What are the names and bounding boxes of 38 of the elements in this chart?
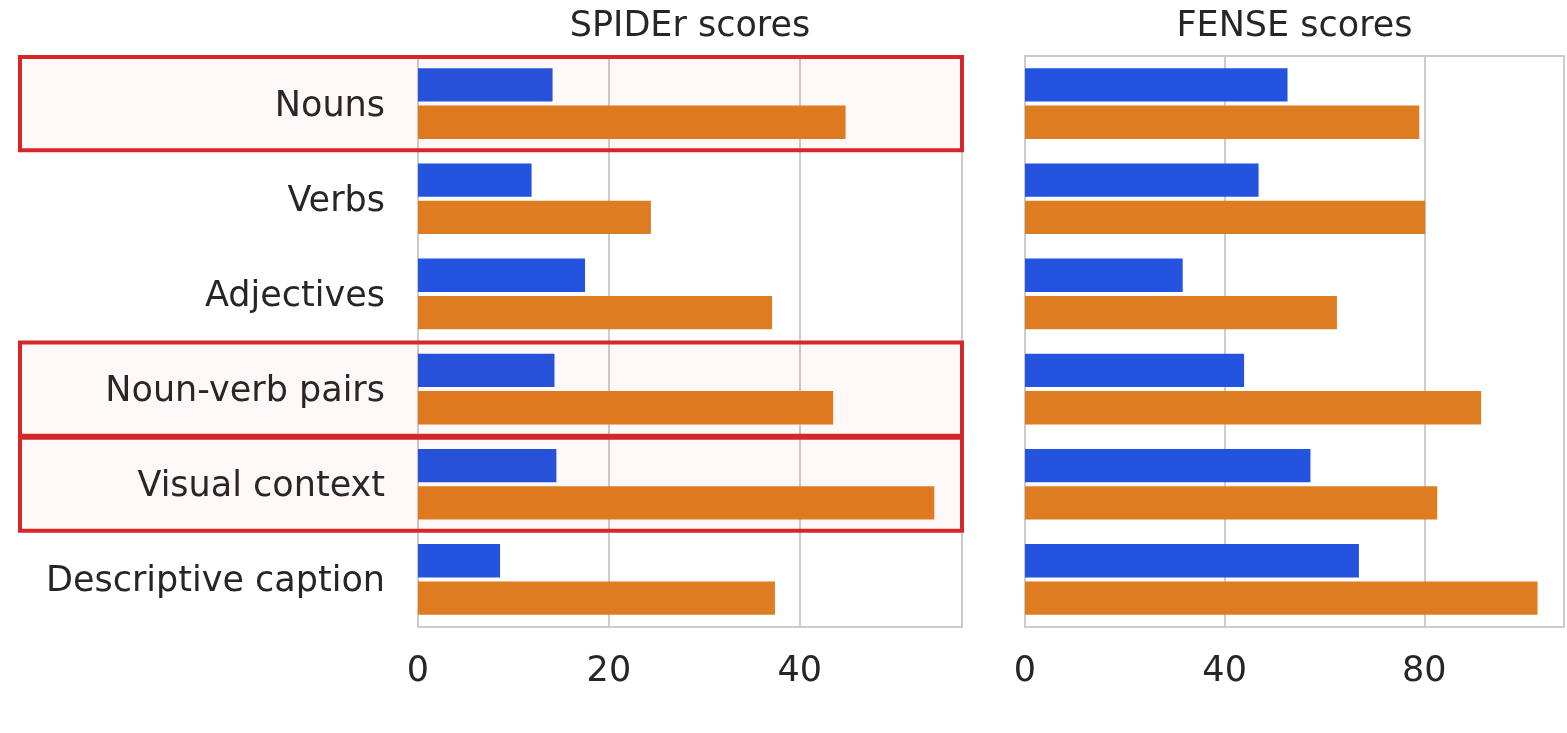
bar	[1025, 448, 1311, 483]
x-tick-label: 0	[1013, 648, 1037, 689]
bar	[1025, 544, 1359, 578]
bar	[418, 295, 773, 330]
bar	[418, 353, 555, 388]
bar	[1025, 486, 1438, 520]
y-tick-label: Adjectives	[205, 273, 385, 314]
chart-title: FENSE scores	[1176, 3, 1413, 44]
y-tick-label: Verbs	[287, 178, 385, 219]
bar	[1025, 258, 1183, 292]
bar	[418, 391, 834, 425]
x-tick-label: 20	[586, 648, 632, 689]
bar	[1025, 68, 1288, 102]
bar	[1025, 581, 1538, 615]
bar	[1025, 295, 1337, 330]
bar	[1025, 353, 1245, 388]
bar	[418, 68, 553, 102]
bar	[418, 581, 775, 615]
chart-title: SPIDEr scores	[569, 3, 811, 44]
x-tick-label: 40	[1202, 648, 1247, 689]
y-tick-label: Nouns	[274, 83, 385, 124]
bar	[418, 258, 586, 292]
bar	[1025, 200, 1426, 235]
bar	[418, 486, 935, 520]
bar	[418, 105, 846, 139]
bar	[1025, 391, 1482, 425]
bar	[1025, 105, 1420, 139]
bar	[418, 200, 651, 235]
y-tick-label: Visual context	[137, 464, 385, 505]
x-tick-label: 0	[406, 648, 430, 689]
bar	[1025, 163, 1259, 197]
bar	[418, 544, 501, 578]
bar	[418, 448, 557, 483]
x-tick-label: 40	[777, 648, 823, 689]
y-tick-label: Noun-verb pairs	[105, 369, 385, 410]
y-tick-label: Descriptive caption	[45, 559, 385, 600]
bar	[418, 163, 532, 197]
x-tick-label: 80	[1401, 648, 1447, 689]
